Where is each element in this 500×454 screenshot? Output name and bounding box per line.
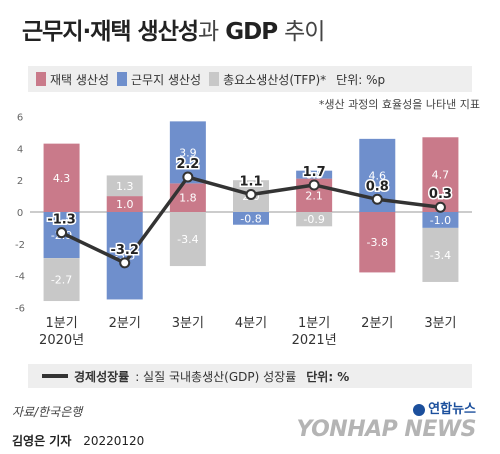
bar-value-label: 4.6 bbox=[369, 169, 387, 182]
legend-unit: 단위: %p bbox=[336, 72, 386, 87]
logo-top: 연합뉴스 bbox=[296, 398, 476, 417]
title-connector: 과 bbox=[198, 19, 219, 45]
gdp-value-label: -3.2 bbox=[110, 243, 138, 258]
bar-segment bbox=[169, 212, 206, 267]
gdp-point bbox=[371, 193, 383, 205]
logo-badge-icon bbox=[413, 403, 426, 416]
gdp-point bbox=[56, 227, 68, 239]
gdp-point bbox=[245, 189, 257, 201]
bar-value-label: 3.9 bbox=[179, 146, 197, 159]
title-tail: 추이 bbox=[284, 19, 325, 45]
gdp-value-label: -1.3 bbox=[47, 213, 75, 228]
date: 20220120 bbox=[83, 434, 145, 448]
bar-segment bbox=[43, 143, 80, 212]
logo-top-text: 연합뉴스 bbox=[428, 402, 476, 417]
source-text: 자료/한국은행 bbox=[12, 405, 83, 419]
legend: 재택 생산성 근무지 생산성 총요소생산성(TFP)* 단위: %p bbox=[28, 66, 472, 92]
y-tick-label: 0 bbox=[17, 208, 23, 219]
bar-value-label: 0.5 bbox=[305, 169, 323, 182]
bar-value-label: 4.3 bbox=[53, 172, 71, 185]
gdp-value-label: 1.7 bbox=[303, 165, 326, 180]
legend-label-tfp: 총요소생산성(TFP)* bbox=[223, 72, 327, 87]
bar-value-label: -0.8 bbox=[240, 212, 261, 225]
yonhap-logo: 연합뉴스 YONHAP NEWS bbox=[296, 398, 476, 442]
legend-item-office: 근무지 생산성 bbox=[117, 71, 201, 88]
bar-value-label: -0.9 bbox=[303, 213, 324, 226]
byline: 김영은 기자 20220120 bbox=[12, 432, 144, 449]
bar-segment bbox=[169, 183, 206, 212]
legend-swatch-office bbox=[117, 72, 128, 86]
x-tick-label: 2분기 bbox=[109, 316, 141, 331]
gdp-value-label: 0.8 bbox=[366, 179, 389, 194]
gdp-value-label: 2.2 bbox=[176, 157, 199, 172]
line-legend-desc: : 실질 국내총생산(GDP) 성장률 bbox=[135, 369, 297, 384]
bar-segment bbox=[422, 137, 459, 212]
bar-segment bbox=[233, 212, 269, 225]
x-tick-label: 1분기 bbox=[45, 316, 77, 331]
bar-segment bbox=[106, 175, 143, 197]
footnote: *생산 과정의 효율성을 나타낸 지표 bbox=[318, 98, 480, 111]
legend-label-home: 재택 생산성 bbox=[50, 72, 110, 87]
bar-segment bbox=[359, 212, 396, 273]
y-tick-label: 6 bbox=[17, 113, 23, 124]
x-tick-label: 2020년 bbox=[39, 333, 84, 348]
gdp-value-label: 0.3 bbox=[429, 187, 452, 202]
y-tick-label: -2 bbox=[15, 240, 25, 251]
bar-segment bbox=[43, 258, 80, 302]
gdp-point bbox=[182, 171, 194, 183]
bar-segment bbox=[422, 227, 459, 282]
logo-wordmark: YONHAP NEWS bbox=[296, 417, 476, 442]
bar-value-label: -2.7 bbox=[51, 274, 72, 287]
gdp-value-label: 1.1 bbox=[239, 175, 262, 190]
bar-segment bbox=[106, 196, 143, 212]
bar-value-label: 1.0 bbox=[116, 198, 134, 211]
line-legend: 경제성장률 : 실질 국내총생산(GDP) 성장률 단위: % bbox=[28, 364, 472, 388]
bar-value-label: 2.1 bbox=[305, 189, 323, 202]
bar-value-label: -3.4 bbox=[430, 249, 451, 262]
x-tick-label: 4분기 bbox=[235, 316, 267, 331]
title-main: 근무지·재택 생산성 bbox=[22, 19, 199, 45]
bar-value-label: 1.8 bbox=[179, 192, 197, 205]
line-legend-unit: 단위: % bbox=[306, 369, 350, 384]
y-tick-label: 2 bbox=[17, 176, 23, 187]
x-tick-label: 3분기 bbox=[172, 316, 204, 331]
x-tick-label: 2021년 bbox=[292, 333, 337, 348]
legend-item-home: 재택 생산성 bbox=[36, 71, 109, 88]
title-gdp: GDP bbox=[225, 19, 278, 45]
x-tick-label: 2분기 bbox=[361, 316, 393, 331]
gdp-point bbox=[119, 257, 131, 269]
y-tick-label: 4 bbox=[17, 144, 23, 155]
bar-value-label: -3.4 bbox=[177, 233, 198, 246]
line-legend-swatch bbox=[42, 374, 68, 378]
line-legend-name: 경제성장률 bbox=[74, 369, 130, 384]
gdp-point bbox=[308, 179, 320, 191]
gdp-point bbox=[434, 201, 446, 213]
bar-value-label: 4.7 bbox=[432, 169, 450, 182]
y-tick-label: -6 bbox=[15, 303, 25, 314]
y-tick-label: -4 bbox=[15, 272, 25, 283]
legend-label-office: 근무지 생산성 bbox=[131, 72, 202, 87]
bar-segment bbox=[422, 212, 459, 228]
bar-value-label: -3.8 bbox=[367, 236, 388, 249]
bar-value-label: -1.0 bbox=[430, 214, 451, 227]
legend-swatch-tfp bbox=[209, 72, 220, 86]
bar-segment bbox=[296, 212, 333, 227]
author: 김영은 기자 bbox=[12, 434, 72, 448]
legend-item-tfp: 총요소생산성(TFP)* bbox=[209, 71, 326, 88]
chart-title: 근무지·재택 생산성과 GDP 추이 bbox=[22, 12, 325, 46]
bar-segment bbox=[296, 170, 333, 179]
bar-value-label: 1.3 bbox=[116, 180, 134, 193]
legend-swatch-home bbox=[36, 72, 46, 86]
x-tick-label: 3분기 bbox=[424, 316, 456, 331]
x-tick-label: 1분기 bbox=[298, 316, 330, 331]
